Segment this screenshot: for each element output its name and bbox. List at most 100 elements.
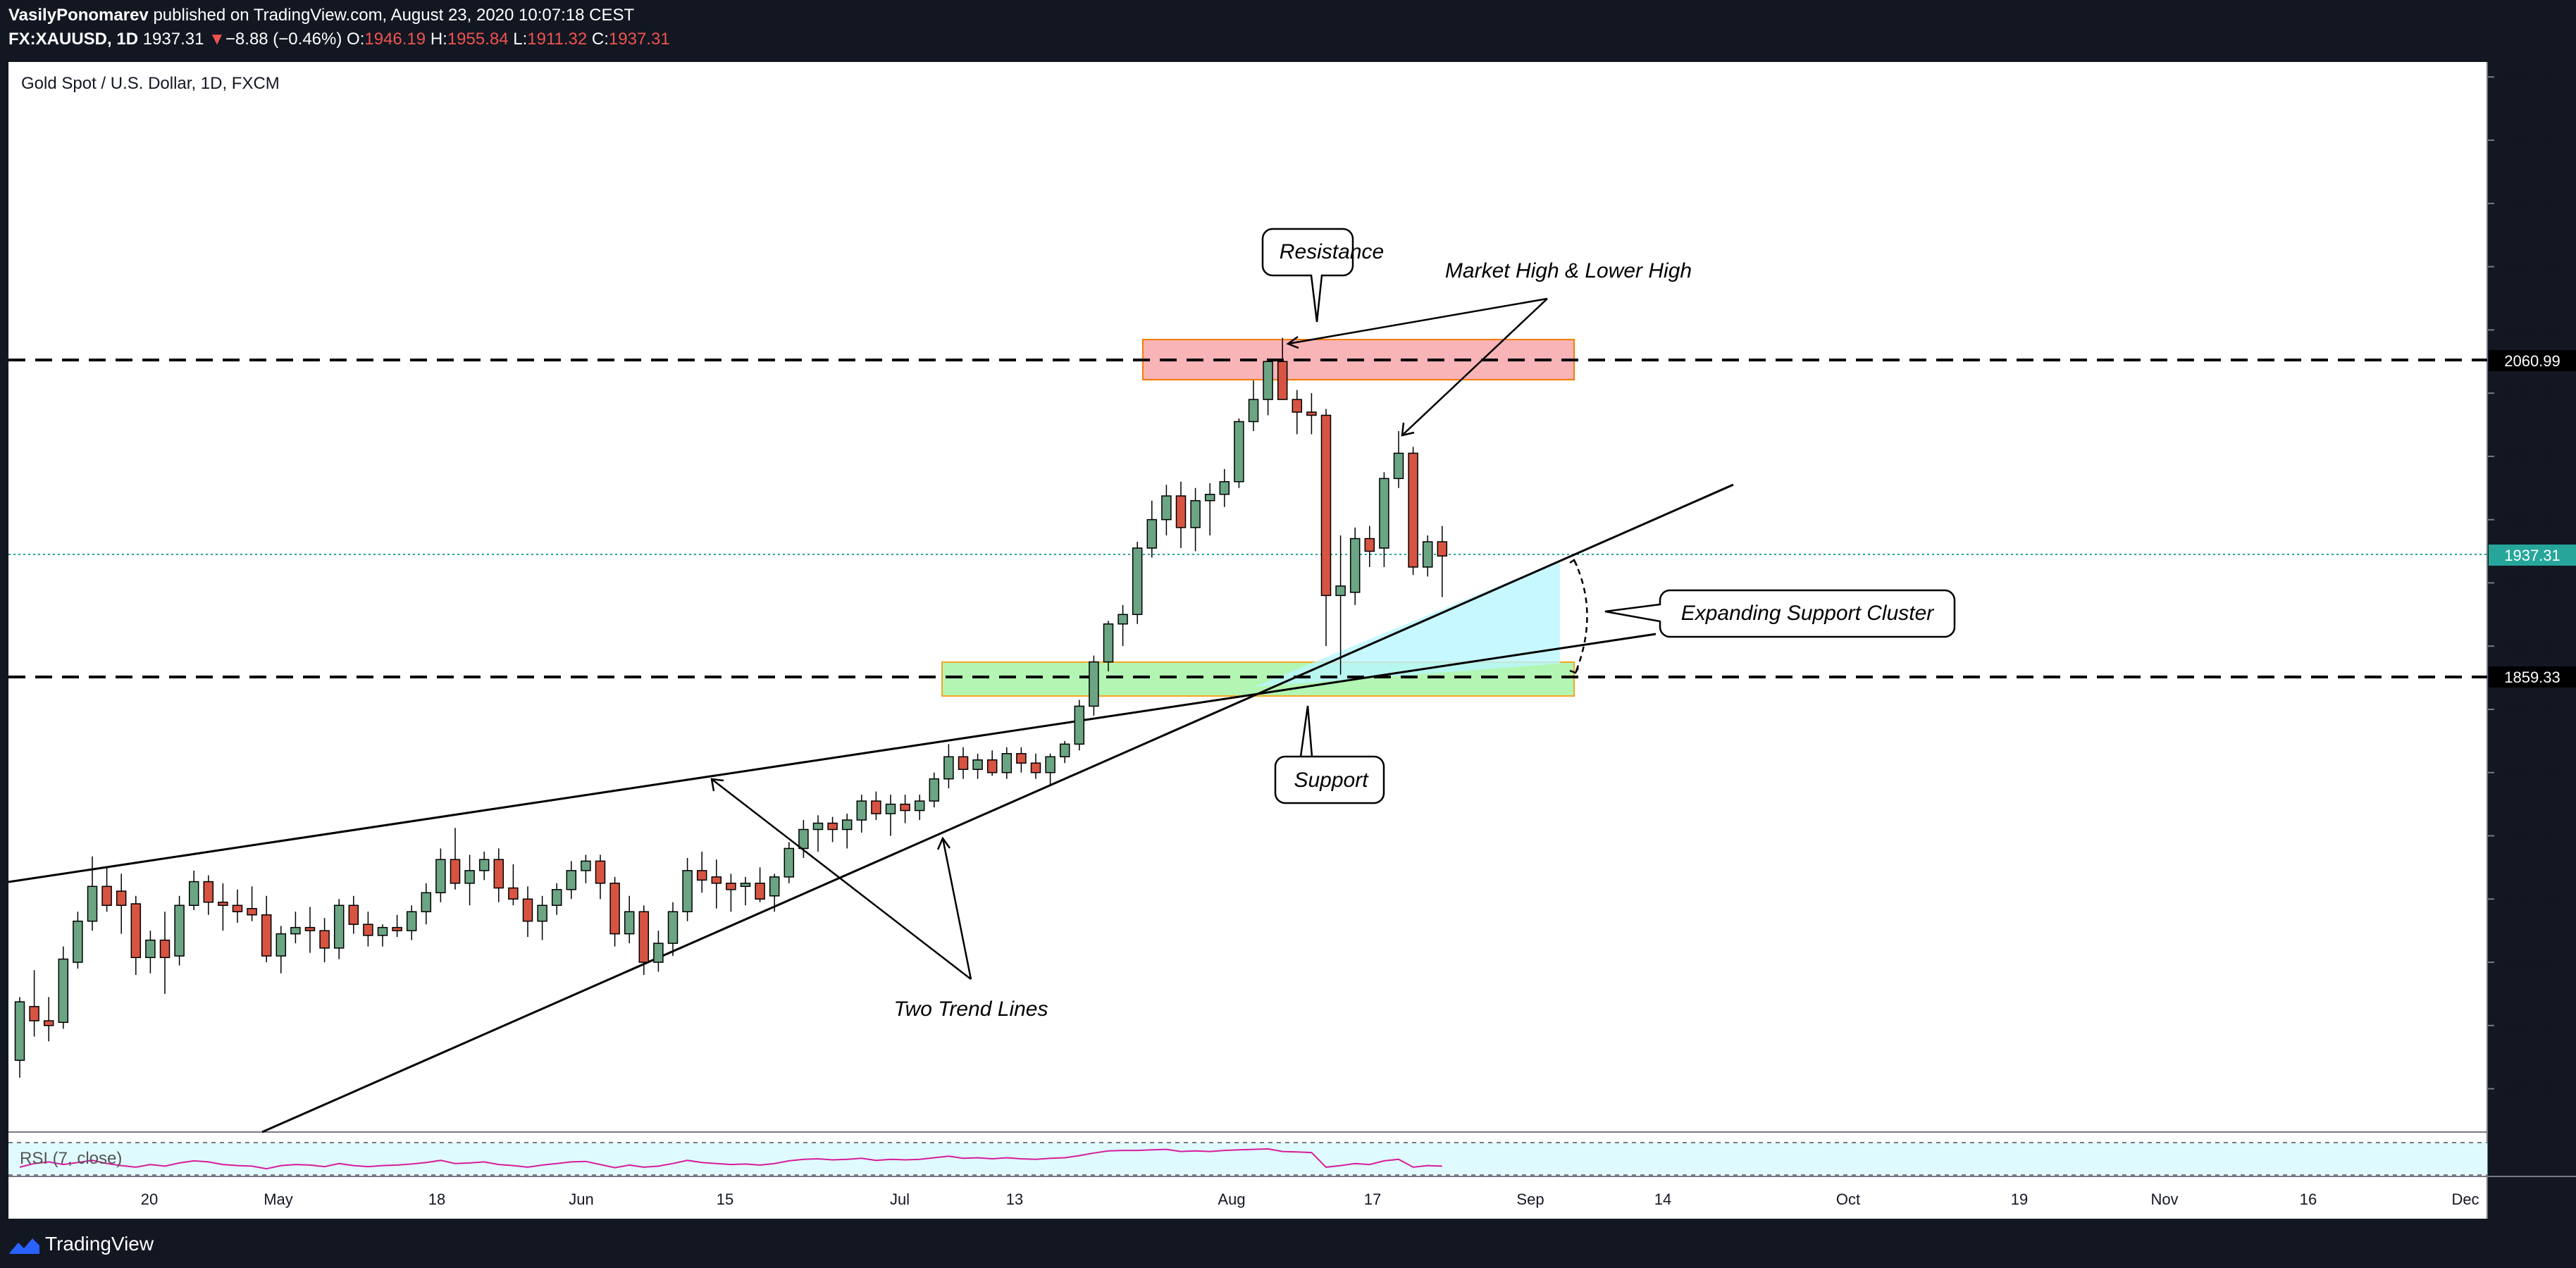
- candle[interactable]: [1292, 390, 1303, 435]
- tradingview-logo-icon[interactable]: [8, 1234, 41, 1255]
- candle[interactable]: [87, 856, 98, 931]
- author-name[interactable]: VasilyPonomarev: [8, 6, 149, 25]
- candle[interactable]: [43, 997, 54, 1042]
- candle[interactable]: [1422, 535, 1433, 577]
- candle[interactable]: [116, 874, 127, 934]
- candle[interactable]: [73, 912, 83, 969]
- candle[interactable]: [638, 905, 650, 975]
- candle[interactable]: [174, 895, 185, 966]
- candle[interactable]: [609, 876, 620, 947]
- candle[interactable]: [377, 924, 388, 947]
- upper-trend-line[interactable]: [8, 633, 1657, 883]
- candle[interactable]: [900, 795, 910, 823]
- candle[interactable]: [188, 870, 199, 910]
- candle[interactable]: [812, 815, 824, 852]
- two-trend-lines-label[interactable]: Two Trend Lines: [894, 997, 1048, 1021]
- candle[interactable]: [304, 907, 316, 953]
- candle[interactable]: [1030, 753, 1041, 779]
- candle[interactable]: [696, 851, 707, 893]
- rsi-line[interactable]: [19, 1148, 1442, 1170]
- candle[interactable]: [493, 848, 504, 902]
- candle[interactable]: [581, 854, 591, 883]
- candle[interactable]: [1059, 740, 1070, 764]
- candle[interactable]: [537, 895, 547, 940]
- candle[interactable]: [421, 883, 432, 925]
- candle[interactable]: [784, 842, 795, 883]
- candle[interactable]: [1234, 418, 1244, 488]
- candle[interactable]: [755, 867, 765, 902]
- candle[interactable]: [827, 816, 838, 843]
- candle[interactable]: [478, 851, 490, 881]
- candle[interactable]: [1175, 481, 1187, 549]
- candle[interactable]: [333, 899, 345, 959]
- candle[interactable]: [769, 874, 780, 912]
- candle[interactable]: [290, 912, 301, 944]
- candlestick-series[interactable]: [14, 337, 1448, 1078]
- candle[interactable]: [58, 946, 69, 1029]
- candle[interactable]: [218, 883, 228, 931]
- candle[interactable]: [1306, 393, 1317, 435]
- time-axis[interactable]: 20 May 18 Jun 15 Jul 13 Aug 17 Sep 14 Oct 19 Nov 16 Dec: [141, 1191, 2479, 1208]
- candle[interactable]: [1045, 753, 1055, 785]
- candle[interactable]: [972, 753, 983, 779]
- candle[interactable]: [348, 895, 359, 934]
- candle[interactable]: [275, 926, 287, 974]
- candle[interactable]: [667, 902, 679, 957]
- candle[interactable]: [319, 918, 330, 963]
- candle[interactable]: [1103, 621, 1114, 672]
- candle[interactable]: [464, 854, 475, 906]
- candle[interactable]: [1349, 527, 1361, 605]
- candle[interactable]: [247, 886, 257, 921]
- expanding-support-callout[interactable]: Expanding Support Cluster: [1604, 589, 1956, 638]
- candle[interactable]: [1016, 747, 1027, 773]
- candle[interactable]: [522, 886, 533, 938]
- price-axis[interactable]: 2240.00 2200.00 2160.00 2120.00 2080.00 2040.…: [2487, 68, 2556, 1098]
- candle[interactable]: [1248, 380, 1259, 431]
- candle[interactable]: [871, 791, 881, 821]
- candle[interactable]: [929, 772, 940, 808]
- candle[interactable]: [1379, 472, 1389, 567]
- candle[interactable]: [595, 854, 606, 900]
- candle[interactable]: [798, 820, 809, 858]
- candle[interactable]: [1263, 358, 1273, 416]
- candle[interactable]: [914, 795, 925, 821]
- candle[interactable]: [841, 814, 853, 849]
- candle[interactable]: [1146, 500, 1158, 558]
- candle[interactable]: [130, 895, 142, 975]
- candle[interactable]: [450, 828, 461, 890]
- candle[interactable]: [1219, 468, 1230, 507]
- candle[interactable]: [406, 905, 417, 940]
- candle[interactable]: [986, 750, 998, 776]
- candle[interactable]: [1001, 747, 1013, 779]
- resistance-callout[interactable]: Resistance: [1261, 228, 1384, 323]
- candle[interactable]: [1393, 430, 1404, 488]
- candle[interactable]: [885, 795, 896, 836]
- candle[interactable]: [363, 912, 373, 947]
- chart-svg[interactable]: Gold Spot / U.S. Dollar, 1D, FXCM 2240.0…: [0, 62, 2576, 1219]
- candle[interactable]: [943, 744, 954, 789]
- footer-brand[interactable]: TradingView: [45, 1233, 154, 1255]
- candle[interactable]: [856, 795, 867, 833]
- candle[interactable]: [1335, 535, 1346, 675]
- candle[interactable]: [958, 747, 969, 779]
- candle[interactable]: [682, 857, 693, 921]
- candle[interactable]: [261, 895, 272, 963]
- candle[interactable]: [726, 874, 736, 912]
- candle[interactable]: [1074, 700, 1085, 751]
- candle[interactable]: [1190, 487, 1201, 552]
- candle[interactable]: [1437, 526, 1448, 597]
- candle[interactable]: [566, 861, 577, 900]
- candle[interactable]: [203, 875, 214, 915]
- candle[interactable]: [1132, 542, 1143, 624]
- rsi-label[interactable]: RSI (7, close): [20, 1149, 122, 1168]
- candle[interactable]: [653, 931, 664, 972]
- candle[interactable]: [1204, 483, 1215, 536]
- candle[interactable]: [1408, 447, 1418, 576]
- candle[interactable]: [159, 912, 171, 994]
- candle[interactable]: [232, 889, 243, 923]
- candle[interactable]: [145, 931, 156, 974]
- candle[interactable]: [1089, 655, 1099, 716]
- candle[interactable]: [1320, 409, 1332, 647]
- candle[interactable]: [1117, 604, 1128, 647]
- candle[interactable]: [624, 895, 635, 944]
